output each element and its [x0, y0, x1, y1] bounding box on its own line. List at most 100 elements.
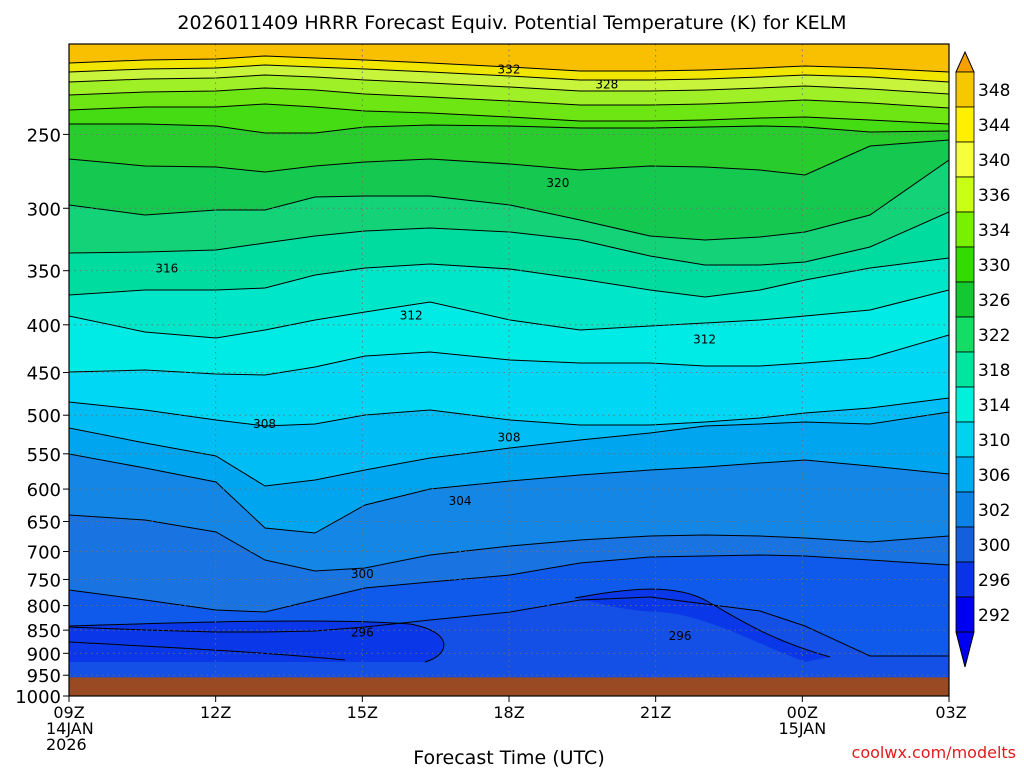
theta-e-band: [69, 104, 949, 133]
x-tick-label: 15JAN: [778, 719, 826, 738]
y-tick-label: 800: [27, 597, 61, 618]
theta-e-band: [69, 412, 949, 533]
colorbar-swatch: [955, 316, 975, 353]
y-tick-label: 300: [27, 199, 61, 220]
colorbar-label: 344: [978, 116, 1010, 136]
y-tick-label: 700: [27, 543, 61, 564]
x-tick-label: 21Z: [640, 703, 671, 722]
y-tick-label: 650: [27, 512, 61, 533]
y-tick-label: 600: [27, 480, 61, 501]
contour-line: [69, 411, 949, 487]
contour-line: [69, 620, 445, 663]
theta-e-band: [69, 290, 949, 375]
contour-line: [69, 55, 949, 73]
colorbar-swatch: [955, 176, 975, 213]
contour-line: [69, 397, 949, 427]
colorbar-label: 326: [978, 291, 1010, 311]
theta-e-band: [69, 56, 949, 82]
colorbar-swatch: [955, 561, 975, 598]
y-tick-label: 1000: [15, 687, 61, 708]
contour-label: 296: [669, 629, 692, 643]
colorbar-swatch: [955, 421, 975, 458]
x-axis-label: Forecast Time (UTC): [413, 747, 604, 768]
contour-line: [69, 74, 949, 95]
x-tick-label: 14JAN: [46, 719, 94, 738]
x-tick-label: 09Z: [53, 703, 84, 722]
colorbar-swatch: [955, 106, 975, 143]
y-tick-label: 950: [27, 666, 61, 687]
x-tick-label: 00Z: [787, 703, 818, 722]
colorbar-label: 300: [978, 536, 1010, 556]
x-tick-label: 03Z: [935, 703, 966, 722]
y-tick-label: 550: [27, 445, 61, 466]
contour-line: [69, 103, 949, 125]
contour-line: [69, 641, 346, 661]
colorbar-arrow-bottom: [955, 631, 975, 668]
colorbar-swatch: [955, 351, 975, 388]
colorbar-swatch: [955, 211, 975, 248]
theta-e-band: [69, 620, 444, 662]
colorbar-arrow-top: [955, 50, 975, 73]
contour-label: 312: [693, 333, 716, 347]
contour-label: 332: [498, 63, 521, 77]
colorbar-label: 310: [978, 431, 1010, 451]
y-tick-label: 250: [27, 125, 61, 146]
y-tick-label: 450: [27, 364, 61, 385]
colorbar-label: 318: [978, 361, 1010, 381]
theta-e-band: [69, 515, 949, 612]
contour-label: 296: [351, 626, 374, 640]
theta-e-band: [69, 398, 949, 486]
contour-label: 312: [400, 309, 423, 323]
colorbar-label: 334: [978, 221, 1010, 241]
colorbar-swatch: [955, 526, 975, 563]
contour-label: 304: [449, 494, 472, 508]
x-tick-label: 12Z: [200, 703, 231, 722]
x-tick-label: 15Z: [347, 703, 378, 722]
contour-line: [69, 87, 949, 109]
y-tick-label: 400: [27, 316, 61, 337]
contour-line: [69, 257, 949, 298]
colorbar-label: 330: [978, 256, 1010, 276]
ground-below-surface: [69, 677, 949, 696]
contour-line: [69, 514, 949, 572]
colorbar-label: 306: [978, 466, 1010, 486]
contour-label: 320: [546, 176, 569, 190]
colorbar-label: 340: [978, 151, 1010, 171]
contour-line: [69, 139, 949, 176]
colorbar-swatch: [955, 596, 975, 633]
colorbar-swatch: [955, 71, 975, 108]
x-tick-label: 2026: [46, 735, 87, 754]
contour-label: 308: [253, 417, 276, 431]
colorbar-label: 292: [978, 606, 1010, 626]
contour-label: 328: [595, 77, 618, 91]
contour-line: [69, 159, 949, 241]
contour-line: [69, 211, 949, 266]
contour-line: [69, 453, 949, 534]
colorbar-swatch: [955, 246, 975, 283]
colorbar-swatch: [955, 281, 975, 318]
contour-line: [69, 123, 949, 134]
contour-line: [574, 588, 831, 658]
theta-e-band: [69, 44, 949, 72]
y-tick-label: 350: [27, 262, 61, 283]
colorbar-swatch: [955, 141, 975, 178]
x-tick-label: 18Z: [493, 703, 524, 722]
theta-e-band: [69, 65, 949, 94]
y-tick-label: 900: [27, 644, 61, 665]
colorbar-label: 348: [978, 81, 1010, 101]
contour-line: [69, 596, 949, 657]
contour-line: [69, 289, 949, 339]
contour-line: [69, 554, 949, 613]
colorbar-label: 314: [978, 396, 1010, 416]
y-axis: 2503003504004505005506006507007508008509…: [15, 125, 69, 708]
colorbar-label: 336: [978, 186, 1010, 206]
y-tick-label: 850: [27, 621, 61, 642]
colorbar-swatch: [955, 386, 975, 423]
plot-area: [69, 44, 949, 696]
colorbar-swatch: [955, 491, 975, 528]
theta-e-band: [69, 140, 949, 240]
contour-label: 300: [351, 567, 374, 581]
site-credit[interactable]: coolwx.com/modelts: [852, 743, 1016, 762]
